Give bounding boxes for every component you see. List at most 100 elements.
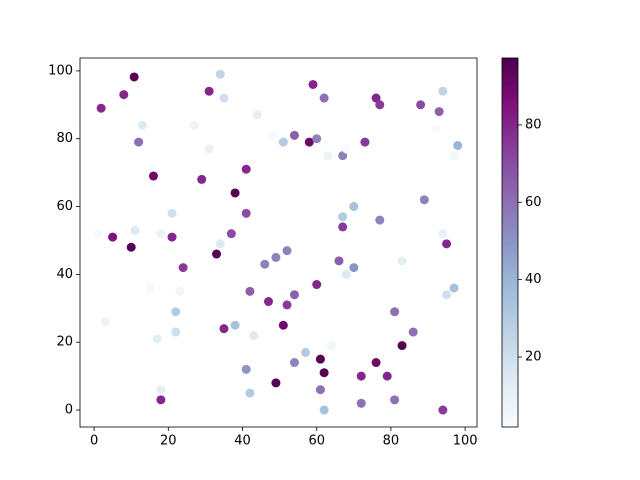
colorbar-segment (502, 260, 518, 265)
point (289, 130, 299, 140)
colorbar-segment (502, 340, 518, 345)
y-tick-label: 0 (65, 403, 73, 418)
colorbar-segment (502, 365, 518, 370)
colorbar-segment (502, 88, 518, 93)
colorbar-segment (502, 64, 518, 68)
colorbar-segment (502, 168, 518, 173)
point (174, 286, 184, 296)
point (156, 229, 166, 239)
colorbar-segment (502, 144, 518, 148)
point (267, 130, 277, 140)
point (130, 225, 140, 235)
colorbar-segment (502, 402, 518, 406)
point (245, 388, 255, 398)
colorbar-segment (502, 220, 518, 225)
point (241, 364, 251, 374)
point (260, 259, 270, 269)
point (319, 368, 329, 378)
point (390, 307, 400, 317)
colorbar-segment (502, 248, 518, 253)
x-tick-label: 0 (90, 434, 98, 449)
colorbar-segment (502, 239, 518, 243)
point (137, 120, 147, 130)
point (156, 395, 166, 405)
colorbar-segment (502, 94, 518, 99)
point (338, 222, 348, 232)
colorbar-segment (502, 316, 518, 320)
point (390, 395, 400, 405)
colorbar-segment (502, 362, 518, 366)
point (438, 405, 448, 415)
colorbar-segment (502, 214, 518, 219)
point (434, 107, 444, 117)
colorbar-segment (502, 264, 518, 268)
colorbar-segment (502, 343, 518, 348)
point (134, 137, 144, 147)
colorbar-segment (502, 67, 518, 71)
colorbar-segment (502, 190, 518, 194)
colorbar-segment (502, 334, 518, 339)
point (438, 86, 448, 96)
colorbar-segment (502, 174, 518, 179)
point (119, 90, 129, 100)
colorbar-segment (502, 254, 518, 259)
point (382, 371, 392, 381)
point (438, 229, 448, 239)
point (204, 86, 214, 96)
colorbar-segment (502, 350, 518, 354)
point (282, 246, 292, 256)
colorbar-segment (502, 405, 518, 410)
point (226, 229, 236, 239)
point (230, 320, 240, 330)
colorbar-segment (502, 227, 518, 231)
colorbar-segment (502, 171, 518, 176)
colorbar-segment (502, 193, 518, 197)
point (315, 354, 325, 364)
colorbar-segment (502, 147, 518, 151)
colorbar-segment (502, 414, 518, 419)
colorbar-segment (502, 128, 518, 133)
point (397, 341, 407, 351)
colorbar-segment (502, 331, 518, 336)
colorbar-segment (502, 196, 518, 200)
colorbar-segment (502, 288, 518, 293)
colorbar-segment (502, 91, 518, 96)
colorbar-tick-label: 80 (525, 117, 542, 132)
point (338, 151, 348, 161)
point (145, 283, 155, 293)
point (271, 378, 281, 388)
point (219, 324, 229, 334)
point (419, 195, 429, 205)
colorbar-segment (502, 236, 518, 240)
colorbar-segment (502, 383, 518, 388)
colorbar-segment (502, 181, 518, 185)
colorbar-segment (502, 291, 518, 296)
colorbar-segment (502, 356, 518, 360)
point (416, 100, 426, 110)
colorbar-segment (502, 58, 518, 62)
colorbar-segment (502, 313, 518, 317)
y-tick-label: 80 (56, 131, 73, 146)
point (289, 290, 299, 300)
colorbar-segment (502, 310, 518, 314)
colorbar-segment (502, 230, 518, 234)
point (360, 137, 370, 147)
point (334, 256, 344, 266)
plot-frame (79, 57, 478, 428)
y-tick-label: 20 (56, 335, 73, 350)
point (442, 290, 452, 300)
point (323, 151, 333, 161)
point (263, 297, 273, 307)
point (349, 202, 359, 212)
point (148, 171, 158, 181)
colorbar-segment (502, 110, 518, 114)
colorbar-segment (502, 70, 518, 74)
colorbar-segment (502, 73, 518, 77)
colorbar-segment (502, 137, 518, 142)
point (349, 263, 359, 273)
point (189, 120, 199, 130)
colorbar-segment (502, 101, 518, 105)
point (197, 174, 207, 184)
colorbar-frame (501, 57, 519, 428)
colorbar-segment (502, 411, 518, 416)
